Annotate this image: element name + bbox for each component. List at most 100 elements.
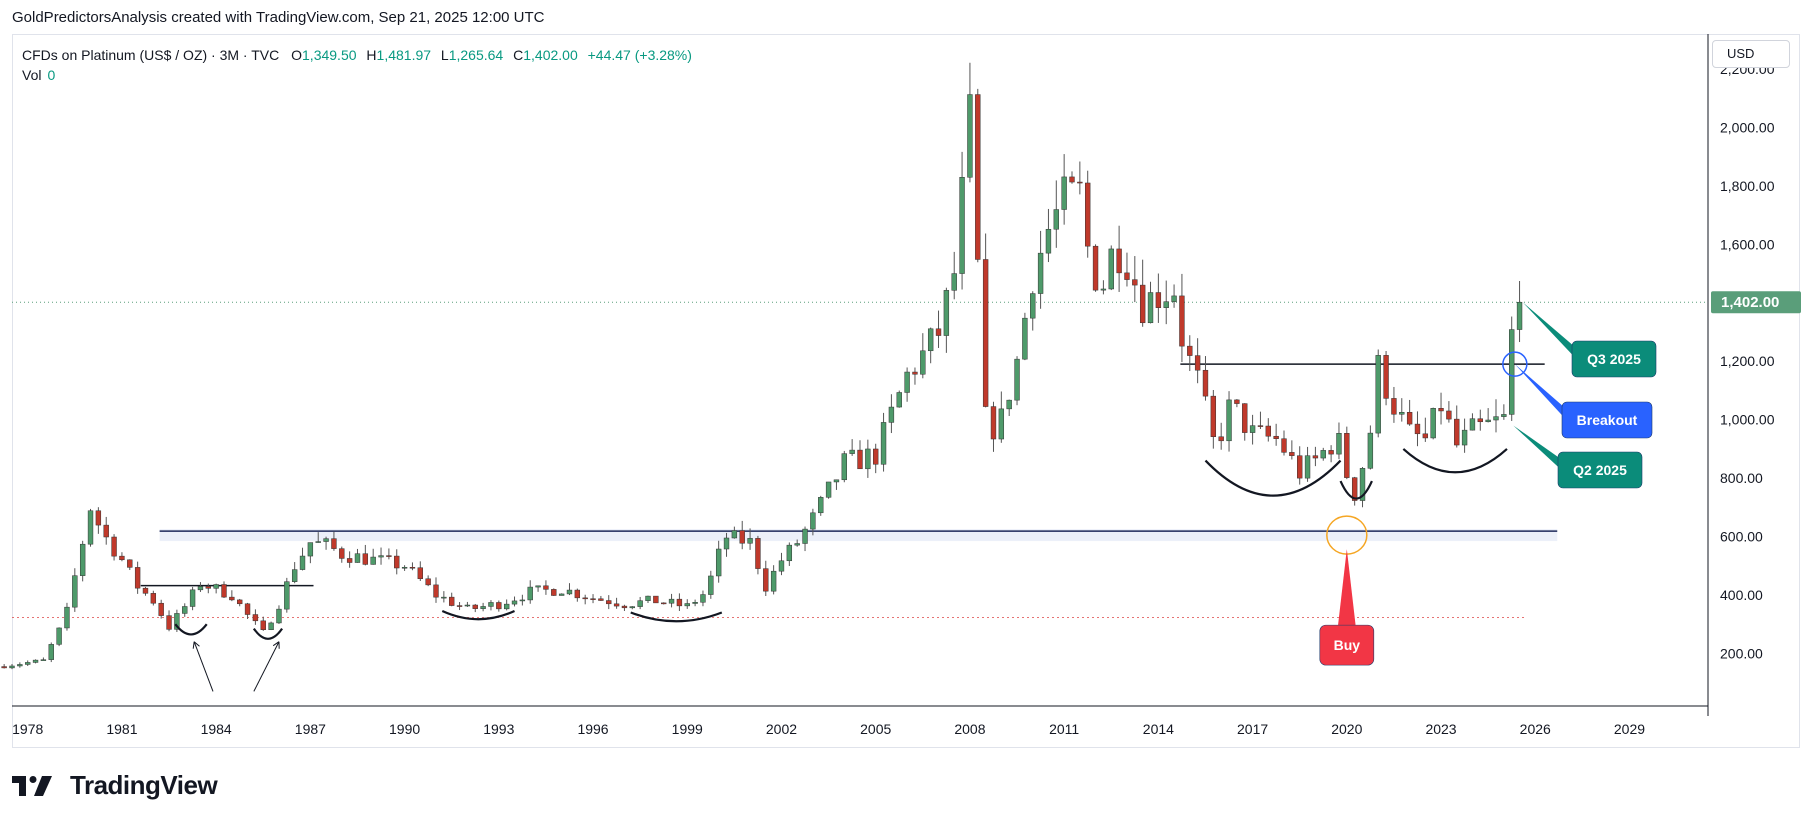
candle-body [1297,455,1303,479]
candle [1257,411,1264,429]
q2-2025-callout-pointer [1513,425,1568,476]
candle [1289,440,1295,460]
candle-body [252,614,259,622]
volume-label: Vol [22,67,42,83]
candle [1100,280,1107,295]
candle-body [1030,293,1036,319]
legend-close: 1,402.00 [523,47,578,63]
pointer-arrow-head [272,641,280,649]
candle [574,588,581,602]
candle-body [841,453,847,481]
candle-body [409,566,416,569]
candle-body [79,543,86,576]
candle [339,546,345,563]
breakout-callout: Breakout [1514,364,1653,439]
candle [755,535,761,575]
candle [1163,280,1169,325]
currency-selector[interactable]: USD [1712,40,1790,68]
candle [9,663,15,670]
candle [1037,230,1044,309]
candle-body [260,620,266,630]
candle [166,610,172,632]
price-chart[interactable]: Q3 2025 Breakout Q2 2025 Buy 200.00 400.00 60… [0,0,1814,760]
candle-body [1430,408,1436,439]
x-tick-label: 1996 [577,721,608,737]
x-tick-label: 1978 [12,721,43,737]
buy-callout: Buy [1319,549,1375,666]
candle [79,540,86,582]
candle-body [1163,301,1169,308]
candle [1406,399,1413,426]
candle [1187,335,1193,372]
x-tick-label: 2011 [1049,721,1079,737]
candle [158,599,164,619]
candle-body [613,603,620,607]
candle [32,659,39,664]
y-tick-label: 200.00 [1720,645,1763,661]
candle-body [1485,419,1491,423]
candle [857,440,863,470]
candle-body [755,538,761,569]
candle-body [1281,438,1287,453]
candle-body [1,666,7,669]
candle [543,580,549,595]
rounding-bottom-arc [441,610,515,621]
candle [833,479,840,490]
candles-layer [1,62,1523,670]
candle [684,599,690,609]
candle [1399,398,1405,422]
candle-body [1132,279,1138,286]
candle-body [127,559,133,568]
candle [134,561,141,594]
candle [386,548,392,560]
candle-body [1493,416,1499,421]
candle [1312,446,1319,467]
candle [1139,259,1146,327]
candle-body [825,481,832,498]
candle-body [331,538,337,549]
candle [1226,391,1232,452]
candle [40,657,47,661]
candle-body [237,599,243,605]
candle [535,585,541,592]
candle-body [1312,455,1319,459]
candle-body [1509,329,1515,415]
candle-body [778,560,785,572]
candle [873,443,879,474]
candle [64,602,70,631]
candle-body [975,94,981,260]
candle [394,549,400,575]
candle [1234,399,1240,408]
candle-body [1265,425,1271,437]
candle [1061,154,1067,225]
candle [1367,425,1374,470]
candle [637,596,643,610]
pointer-arrow [253,641,280,692]
candle-body [700,594,706,603]
y-tick-label: 400.00 [1720,587,1763,603]
candle-body [1014,358,1020,401]
candle-body [982,259,989,407]
candle [1375,349,1381,438]
candle-body [1477,418,1483,423]
candle [1430,407,1436,440]
candle-body [1249,425,1256,433]
brand[interactable]: TradingView [12,770,218,801]
candle [1454,405,1460,448]
y-tick-label: 1,600.00 [1720,236,1775,252]
candle [1124,252,1130,287]
candle [1085,170,1091,258]
candle [205,583,211,594]
candle [700,590,706,607]
candle-body [1242,403,1248,433]
candle-body [87,510,94,545]
candle-body [527,586,533,601]
candle [1147,281,1154,324]
candle-body [417,567,423,580]
candle [558,593,565,596]
candle-body [1155,292,1162,308]
candle-body [1179,295,1185,347]
candle [723,532,730,557]
breakout-callout-label: Breakout [1577,412,1638,428]
candle-body [896,392,902,408]
